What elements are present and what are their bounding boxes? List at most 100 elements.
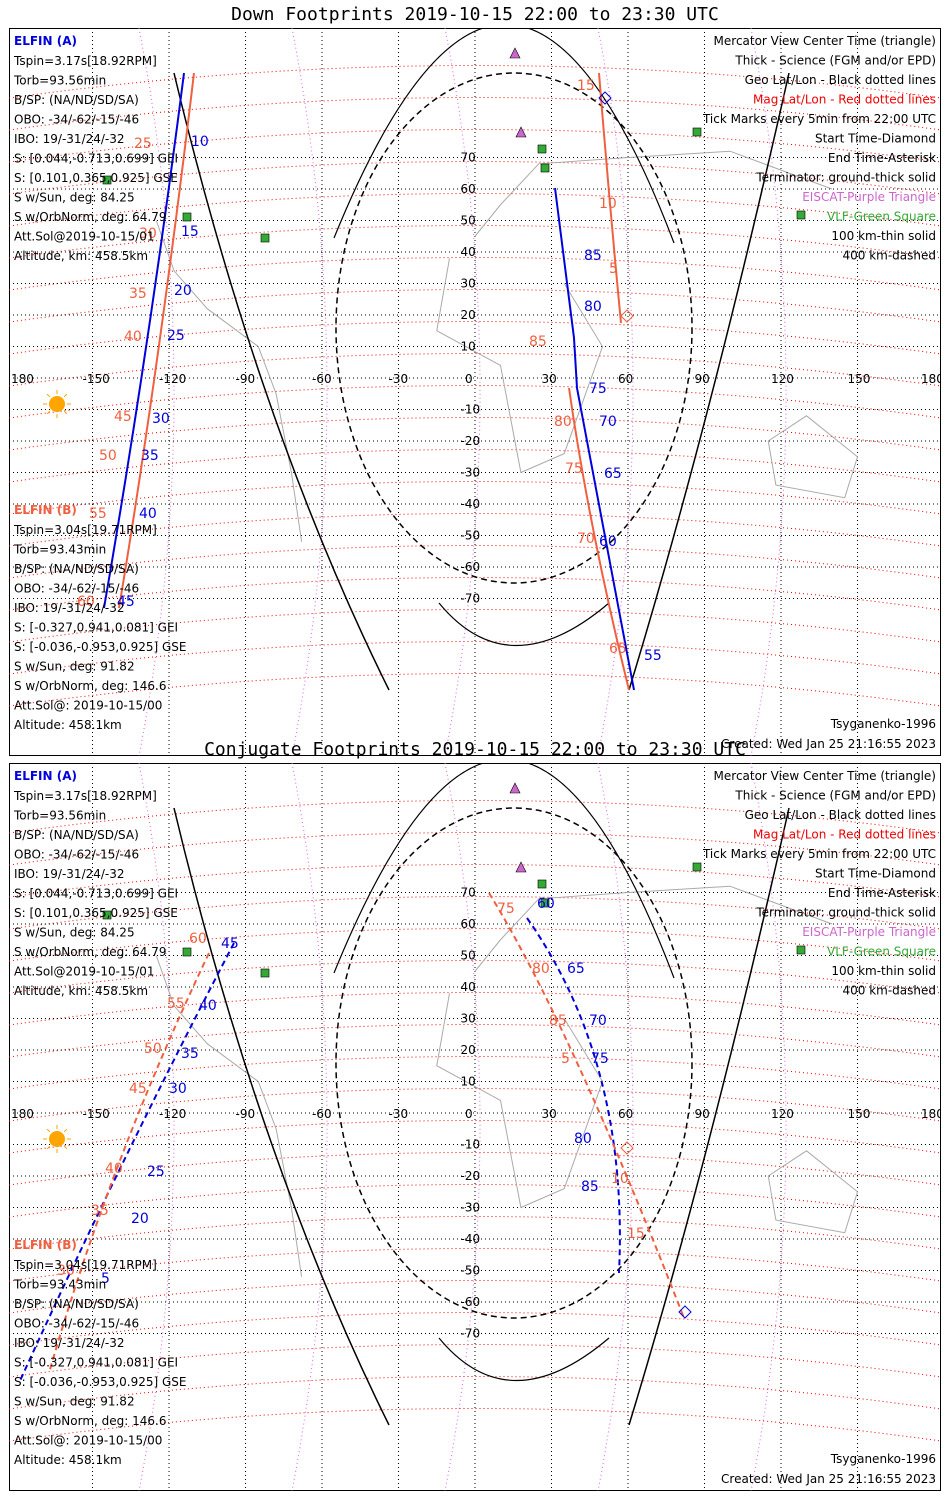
vlf-square-icon bbox=[182, 947, 192, 957]
elfin-b-track-west bbox=[118, 72, 195, 609]
elfin-a-header: ELFIN (A) bbox=[14, 769, 77, 783]
terminator bbox=[173, 763, 790, 1426]
lon-tick-label: 120 bbox=[771, 1107, 794, 1121]
elfin-a-info-line: OBO: -34/-62/-15/-46 bbox=[14, 848, 139, 862]
vlf-square-icon bbox=[540, 898, 550, 908]
lon-tick-label: -120 bbox=[159, 372, 186, 386]
elfin-b-info-line: S: [-0.036,-0.953,0.925] GSE bbox=[14, 640, 187, 654]
eiscat-triangle-icon bbox=[509, 782, 521, 794]
lon-tick-label: -90 bbox=[236, 1107, 256, 1121]
elfin-a-time-tick: 20 bbox=[174, 283, 192, 299]
elfin-a-time-tick: 70 bbox=[589, 1013, 607, 1029]
lon-tick-label: -60 bbox=[312, 372, 332, 386]
sun-disk bbox=[49, 1131, 65, 1147]
elfin-b-time-tick: 35 bbox=[91, 1203, 109, 1219]
elfin-b-info: ELFIN (B) Tspin=3.04s[19.71RPM] Torb=93.43… bbox=[13, 1238, 187, 1467]
geo-grid bbox=[9, 763, 941, 1491]
elfin-b-time-tick: 5 bbox=[609, 261, 618, 277]
lat-tick-label: -50 bbox=[461, 529, 481, 543]
elfin-a-time-tick: 60 bbox=[599, 534, 617, 550]
sun-ray bbox=[46, 1128, 51, 1133]
elfin-b-track-east bbox=[598, 72, 622, 324]
elfin-a-info-line: Tspin=3.17s[18.92RPM] bbox=[13, 54, 157, 68]
mag-lat-line bbox=[9, 673, 941, 707]
terminator-east bbox=[628, 72, 790, 691]
vlf-square-icon bbox=[102, 175, 112, 185]
elfin-b-time-tick: 30 bbox=[139, 226, 157, 242]
sun-ray bbox=[63, 1145, 68, 1150]
vlf-square-icon bbox=[796, 945, 806, 955]
lat-tick-label: -40 bbox=[461, 1232, 481, 1246]
elfin-a-time-tick: 10 bbox=[191, 134, 209, 150]
elfin-a-time-tick: 80 bbox=[584, 299, 602, 315]
legend-item: EISCAT-Purple Triangle bbox=[802, 925, 936, 939]
elfin-a-info-line: B/SP: (NA/ND/SD/SA) bbox=[14, 93, 139, 107]
legend-item: 100 km-thin solid bbox=[831, 964, 936, 978]
mag-lat-line bbox=[9, 960, 941, 994]
lat-tick-label: -40 bbox=[461, 497, 481, 511]
elfin-b-info-line: S: [-0.327,0.941,0.081] GEI bbox=[14, 621, 178, 635]
mag-lat-line bbox=[9, 1152, 941, 1186]
lon-tick-label: -120 bbox=[159, 1107, 186, 1121]
elfin-b-time-tick: 35 bbox=[129, 286, 147, 302]
sun-ray bbox=[46, 1145, 51, 1150]
elfin-b-info-line: Torb=93.43min bbox=[13, 1278, 106, 1292]
lon-tick-label: -150 bbox=[83, 372, 110, 386]
legend-item: Mag Lat/Lon - Red dotted lines bbox=[753, 828, 936, 842]
vlf-square-icon bbox=[796, 210, 806, 220]
elfin-a-info: ELFIN (A) Tspin=3.17s[18.92RPM] Torb=93.56… bbox=[13, 769, 178, 998]
lat-tick-label: -60 bbox=[461, 1295, 481, 1309]
elfin-b-info-line: Altitude: 458.1km bbox=[14, 718, 122, 732]
elfin-b-time-tick: 70 bbox=[577, 531, 595, 547]
lon-tick-label: 60 bbox=[618, 1107, 633, 1121]
eiscat-triangle-icon bbox=[515, 126, 527, 138]
elfin-b-tick-labels: 15 10 5 25 30 35 40 45 50 55 60 65 70 75 80 85 bbox=[77, 78, 627, 657]
lon-tick-label: 180 bbox=[921, 372, 941, 386]
legend-item: Tick Marks every 5min from 22:00 UTC bbox=[702, 112, 936, 126]
elfin-b-time-tick: 60 bbox=[77, 594, 95, 610]
lat-tick-label: -20 bbox=[461, 1169, 481, 1183]
elfin-b-info-line: S w/OrbNorm, deg: 146.6 bbox=[14, 1414, 166, 1428]
start-diamond-icon bbox=[620, 309, 634, 323]
elfin-b-time-tick: 75 bbox=[497, 901, 515, 917]
lat-tick-label: -10 bbox=[461, 403, 481, 417]
mag-lat-line bbox=[9, 513, 941, 547]
elfin-a-info-line: S w/Sun, deg: 84.25 bbox=[14, 191, 135, 205]
elfin-a-time-tick: 65 bbox=[604, 466, 622, 482]
mag-lat-line bbox=[9, 832, 941, 866]
lat-tick-label: -30 bbox=[461, 466, 481, 480]
lat-tick-label: -30 bbox=[461, 1201, 481, 1215]
elfin-a-info-line: Att.Sol@2019-10-15/01 bbox=[14, 230, 155, 244]
legend-item: 400 km-dashed bbox=[842, 249, 936, 263]
mag-lat-line bbox=[9, 1088, 941, 1122]
mag-lat-line bbox=[9, 1408, 941, 1442]
model-label: Tsyganenko-1996 bbox=[830, 717, 936, 731]
elfin-b-time-tick: 55 bbox=[89, 506, 107, 522]
elfin-b-info-line: S w/Sun, deg: 91.82 bbox=[14, 660, 135, 674]
mag-lat-line bbox=[9, 1216, 941, 1250]
created-timestamp: Created: Wed Jan 25 21:16:55 2023 bbox=[721, 1472, 936, 1486]
elfin-a-info-line: IBO: 19/-31/24/-32 bbox=[14, 132, 125, 146]
lat-tick-label: -70 bbox=[461, 592, 481, 606]
dashed-400km-curve bbox=[335, 807, 693, 1319]
elfin-b-info: ELFIN (B) Tspin=3.04s[19.71RPM] Torb=93.43… bbox=[13, 503, 187, 732]
mag-lat-line bbox=[9, 225, 941, 259]
australia-coast bbox=[767, 1150, 859, 1234]
legend-item: Terminator: ground-thick solid bbox=[755, 171, 936, 185]
elfin-b-time-tick: 10 bbox=[599, 196, 617, 212]
panel-title-conjugate: Conjugate Footprints 2019-10-15 22:00 to… bbox=[204, 739, 746, 760]
africa-coast bbox=[436, 258, 604, 474]
elfin-a-info-line: Altitude, km: 458.5km bbox=[14, 249, 148, 263]
lat-tick-label: 20 bbox=[461, 1043, 476, 1057]
mag-lat-line bbox=[9, 481, 941, 515]
elfin-a-header: ELFIN (A) bbox=[14, 34, 77, 48]
dashed-400km-curve bbox=[335, 72, 693, 584]
lat-tick-label: 60 bbox=[461, 917, 476, 931]
legend-item: End Time-Asterisk bbox=[828, 151, 936, 165]
elfin-b-time-tick: 80 bbox=[532, 961, 550, 977]
elfin-b-time-tick: 25 bbox=[134, 136, 152, 152]
elfin-a-info-line: Att.Sol@2019-10-15/01 bbox=[14, 965, 155, 979]
sun-ray bbox=[46, 393, 51, 398]
vlf-square-icon bbox=[102, 910, 112, 920]
mag-lat-line bbox=[9, 545, 941, 579]
